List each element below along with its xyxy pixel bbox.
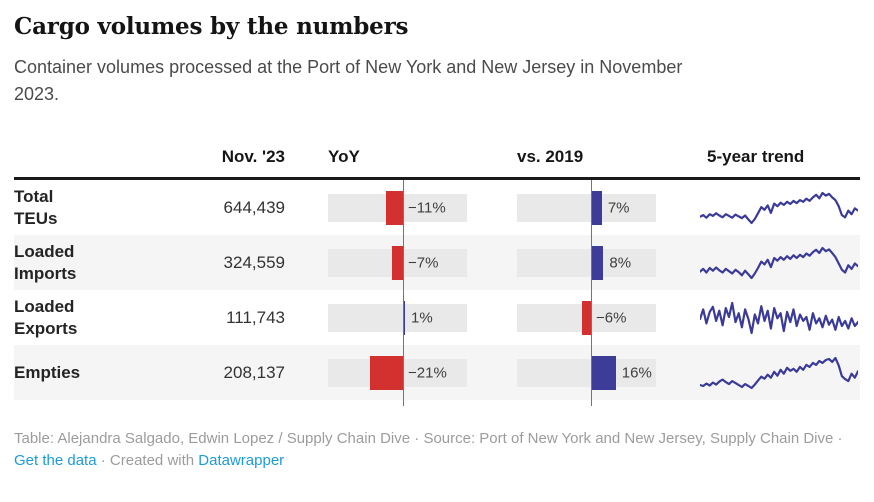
trend-sparkline-cell [678,235,860,290]
table-header-row: Nov. '23 YoY vs. 2019 5-year trend [14,134,860,180]
nov23-value: 644,439 [223,197,285,217]
footer-source: Source: Port of New York and New Jersey,… [423,430,834,447]
vs2019-value-label: 7% [607,199,630,216]
yoy-bar-track: −7% [328,245,467,280]
yoy-bar [370,355,403,390]
yoy-bar-track: −11% [328,190,467,225]
yoy-bar [385,190,403,225]
vs2019-bar-cell: 16% [489,345,678,400]
vs2019-bar-track: 16% [517,355,656,390]
vs2019-value-label: 8% [609,254,632,271]
yoy-bar-track: 1% [328,300,467,335]
nov23-value: 208,137 [223,362,285,382]
page-title: Cargo volumes by the numbers [14,13,409,40]
sparkline-chart [700,301,858,334]
row-label: Loaded Imports [14,241,205,284]
table-row-loaded-exports: Loaded Exports 111,743 1% −6% [14,290,860,345]
row-label-text: Loaded Imports [14,242,77,283]
sparkline-chart [700,191,858,224]
yoy-value-label: −7% [408,254,439,271]
row-label-text: Empties [14,362,81,382]
row-label-text: Total TEUs [14,187,58,228]
yoy-bar-cell: 1% [299,290,489,345]
trend-sparkline-cell [678,180,860,235]
vs2019-value-label: −6% [596,309,627,326]
yoy-value-label: −11% [408,199,446,216]
table-row-loaded-imports: Loaded Imports 324,559 −7% 8% [14,235,860,290]
yoy-value-label: −21% [408,364,447,381]
vs2019-bar [591,355,616,390]
yoy-bar-track: −21% [328,355,467,390]
vs2019-bar [581,300,591,335]
yoy-value-label: 1% [411,309,433,326]
trend-sparkline-cell [678,345,860,400]
yoy-bar-cell: −21% [299,345,489,400]
yoy-zero-axis-line [403,180,404,406]
table-row-total-teus: Total TEUs 644,439 −11% 7% [14,180,860,235]
row-label-text: Loaded Exports [14,297,78,338]
col-header-yoy: YoY [328,147,360,166]
cargo-volumes-table: Nov. '23 YoY vs. 2019 5-year trend Total… [14,134,860,406]
chart-subtitle: Container volumes processed at the Port … [14,57,683,104]
yoy-bar [403,300,405,335]
vs2019-bar-cell: −6% [489,290,678,345]
vs2019-bar-cell: 8% [489,235,678,290]
table-body: Total TEUs 644,439 −11% 7% [14,180,860,406]
vs2019-bar-cell: 7% [489,180,678,235]
footer-separator: · [833,430,843,447]
vs2019-bar-track: 7% [517,190,656,225]
sparkline-chart [700,356,858,389]
yoy-bar-cell: −7% [299,235,489,290]
trend-sparkline-cell [678,290,860,345]
yoy-bar [392,245,403,280]
footer-separator: · [410,430,424,447]
get-the-data-link[interactable]: Get the data [14,451,97,469]
sparkline-chart [700,246,858,279]
datawrapper-link[interactable]: Datawrapper [198,451,285,469]
datawrapper-chart-page: Cargo volumes by the numbers Container v… [0,13,874,502]
vs2019-bar [591,245,604,280]
row-label: Empties [14,362,205,383]
nov23-value: 324,559 [223,252,285,272]
row-label: Total TEUs [14,186,205,229]
vs2019-zero-axis-line [591,180,592,406]
yoy-bar-cell: −11% [299,180,489,235]
footer-attribution: Table: Alejandra Salgado, Edwin Lopez / … [14,428,860,472]
col-header-nov23: Nov. '23 [221,147,285,166]
nov23-value: 111,743 [226,307,285,327]
col-header-vs2019: vs. 2019 [517,147,584,166]
col-header-5year-trend: 5-year trend [707,147,805,166]
vs2019-bar-track: −6% [517,300,656,335]
vs2019-bar-track: 8% [517,245,656,280]
footer-credit: Table: Alejandra Salgado, Edwin Lopez / … [14,430,411,447]
vs2019-value-label: 16% [621,364,652,381]
footer-separator: · [96,451,110,469]
vs2019-bar [591,190,602,225]
footer-created-with: Created with [109,451,199,469]
table-row-empties: Empties 208,137 −21% 16% [14,345,860,400]
row-label: Loaded Exports [14,296,205,339]
